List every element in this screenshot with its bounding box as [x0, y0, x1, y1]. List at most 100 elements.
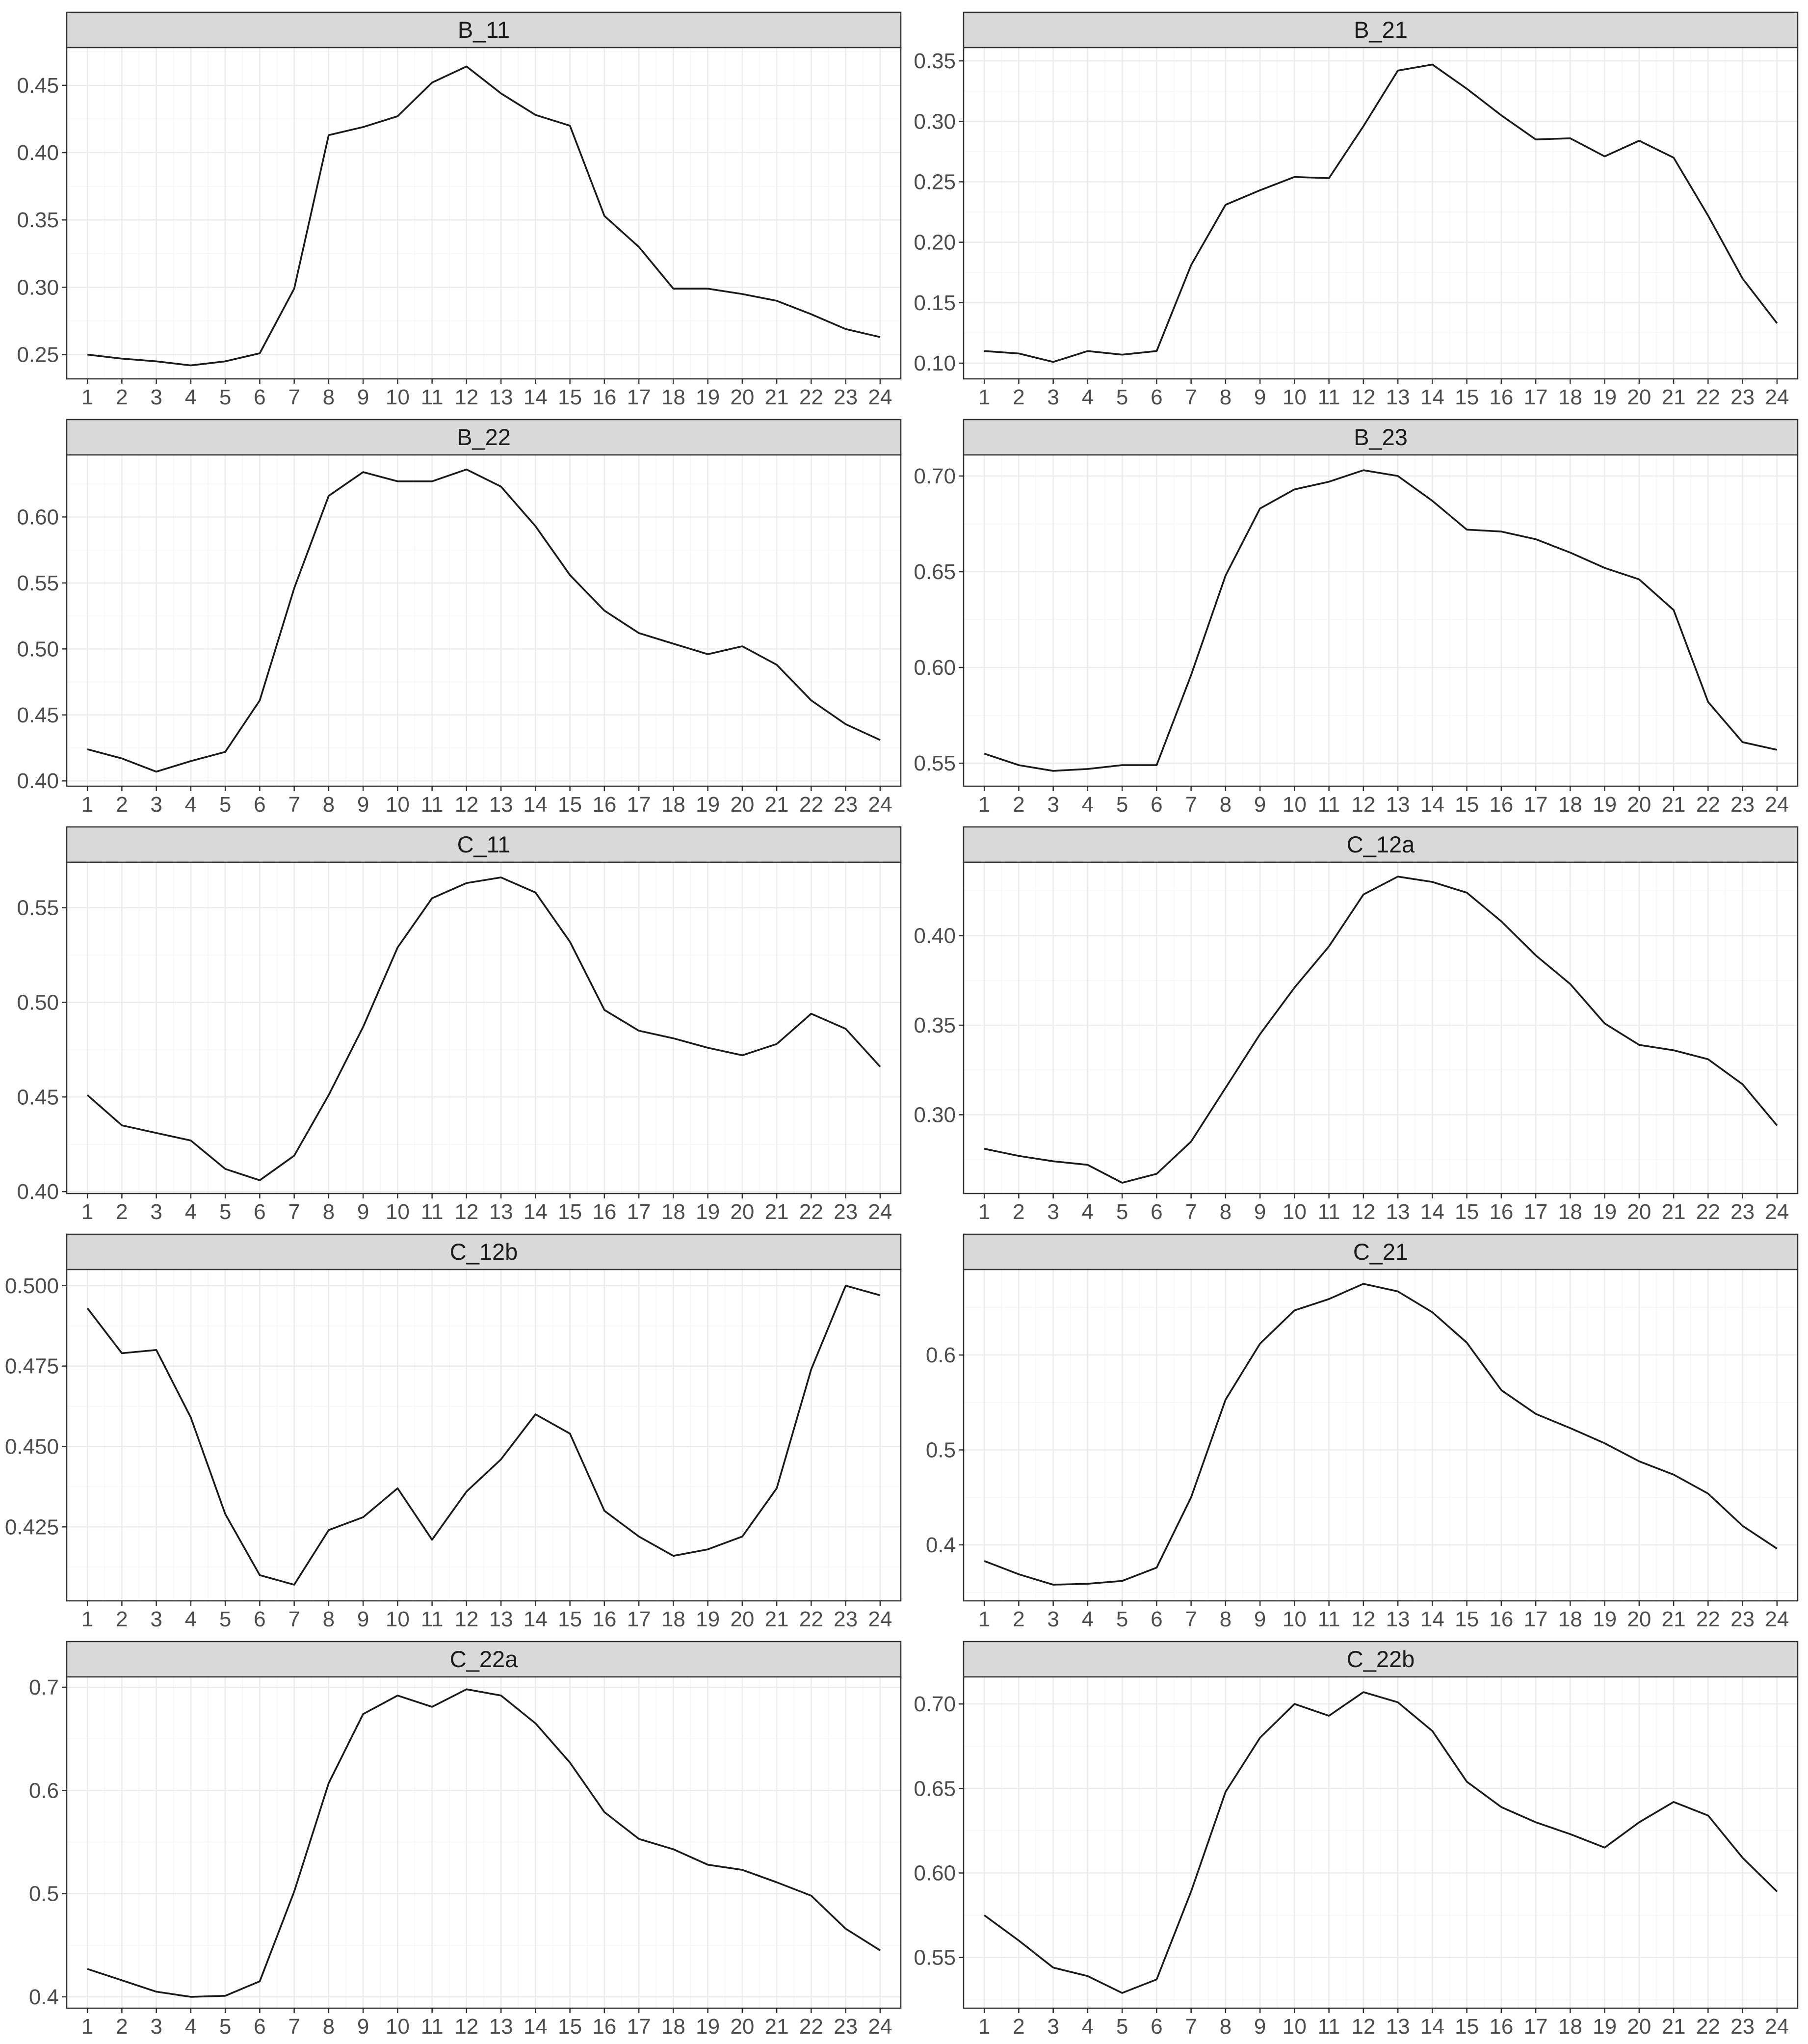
series-line	[87, 65, 881, 367]
data-point	[121, 358, 123, 360]
x-tick-label: 23	[834, 793, 858, 817]
data-point	[741, 293, 743, 295]
series-line	[984, 876, 1778, 1184]
data-point	[1293, 1703, 1295, 1705]
x-tick-label: 3	[1047, 2015, 1059, 2039]
major-gridlines	[964, 1270, 1798, 1601]
data-point	[1087, 768, 1089, 770]
x-tick-label: 10	[386, 1200, 410, 1224]
x-tick-label: 17	[1524, 1200, 1548, 1224]
data-point	[156, 770, 157, 772]
minor-gridlines	[964, 1677, 1798, 2008]
data-point	[500, 876, 502, 878]
strip-label-C_22a: C_22a	[450, 1646, 518, 1672]
x-tick-label: 15	[1455, 1607, 1479, 1631]
data-point	[983, 1148, 985, 1150]
data-point	[1121, 1182, 1123, 1184]
data-point	[328, 1529, 330, 1531]
data-point	[328, 495, 330, 497]
major-gridlines	[964, 1677, 1798, 2008]
x-tick-label: 24	[1765, 2015, 1789, 2039]
data-point	[224, 1513, 226, 1515]
x-tick-label: 24	[868, 793, 892, 817]
data-point	[983, 350, 985, 352]
x-tick-label: 9	[357, 385, 369, 409]
strip-label-C_11: C_11	[457, 831, 511, 857]
major-gridlines	[67, 1270, 901, 1601]
x-tick-label: 14	[524, 1607, 548, 1631]
data-point	[741, 1869, 743, 1871]
x-tick-label: 5	[219, 1607, 231, 1631]
data-point	[707, 1864, 709, 1866]
y-tick-label: 0.6	[926, 1343, 956, 1367]
data-point	[534, 892, 536, 894]
x-tick-label: 2	[116, 385, 128, 409]
data-point	[1776, 1890, 1778, 1892]
x-tick-label: 5	[219, 2015, 231, 2039]
x-tick-label: 14	[524, 2015, 548, 2039]
panel-border	[66, 1269, 902, 1602]
data-point	[1431, 64, 1433, 66]
x-tick-label: 1	[81, 2015, 93, 2039]
x-tick-label: 22	[1696, 1200, 1720, 1224]
x-tick-label: 8	[1220, 1607, 1232, 1631]
x-tick-label: 24	[868, 385, 892, 409]
x-tick-label: 12	[454, 1200, 478, 1224]
major-gridlines	[67, 455, 901, 786]
strip-background	[963, 826, 1799, 863]
data-point	[1638, 1821, 1640, 1823]
data-point	[534, 114, 536, 116]
data-point	[1604, 1847, 1606, 1849]
data-point	[638, 632, 640, 634]
data-point	[1259, 1343, 1261, 1345]
series-line	[984, 1283, 1778, 1586]
data-point	[224, 1995, 226, 1997]
x-tick-label: 6	[254, 1200, 265, 1224]
data-point	[1087, 350, 1089, 352]
data-point	[1638, 1460, 1640, 1462]
data-point	[879, 1294, 881, 1296]
data-point	[156, 1991, 157, 1992]
x-tick-label: 21	[1662, 1607, 1686, 1631]
data-point	[293, 587, 295, 589]
data-point	[810, 1013, 812, 1015]
data-point	[638, 1030, 640, 1032]
panel-border	[66, 454, 902, 787]
x-tick-label: 23	[1730, 1200, 1755, 1224]
x-tick-label: 23	[834, 1607, 858, 1631]
x-tick-label: 20	[730, 385, 754, 409]
x-tick-label: 10	[386, 793, 410, 817]
x-tick-label: 16	[1489, 793, 1513, 817]
x-tick-label: 8	[1220, 793, 1232, 817]
x-tick-label: 15	[558, 2015, 582, 2039]
data-point	[500, 1695, 502, 1697]
data-point	[1018, 1155, 1020, 1157]
data-point	[1328, 946, 1330, 948]
data-point	[1397, 1291, 1399, 1293]
x-tick-label: 18	[1558, 1607, 1582, 1631]
data-point	[259, 699, 261, 701]
strip-label-B_23: B_23	[1354, 424, 1408, 450]
data-point	[1431, 881, 1433, 883]
x-tick-label: 9	[1254, 2015, 1266, 2039]
data-point	[1742, 1857, 1744, 1859]
x-tick-label: 5	[1116, 2015, 1128, 2039]
x-tick-label: 23	[1730, 1607, 1755, 1631]
x-tick-label: 5	[219, 793, 231, 817]
x-tick-label: 1	[978, 2015, 990, 2039]
data-point	[983, 1560, 985, 1562]
x-tick-label: 15	[558, 385, 582, 409]
data-point	[1259, 189, 1261, 191]
x-tick-label: 23	[834, 385, 858, 409]
y-tick-label: 0.30	[914, 109, 956, 133]
y-tick-label: 0.25	[17, 343, 59, 367]
x-tick-label: 16	[592, 1607, 616, 1631]
data-point	[534, 1723, 536, 1725]
data-point	[1052, 1966, 1054, 1968]
data-point	[86, 748, 88, 750]
y-tick-label: 0.60	[914, 656, 956, 680]
data-point	[1397, 1701, 1399, 1703]
data-point	[603, 215, 605, 217]
x-tick-label: 18	[1558, 385, 1582, 409]
